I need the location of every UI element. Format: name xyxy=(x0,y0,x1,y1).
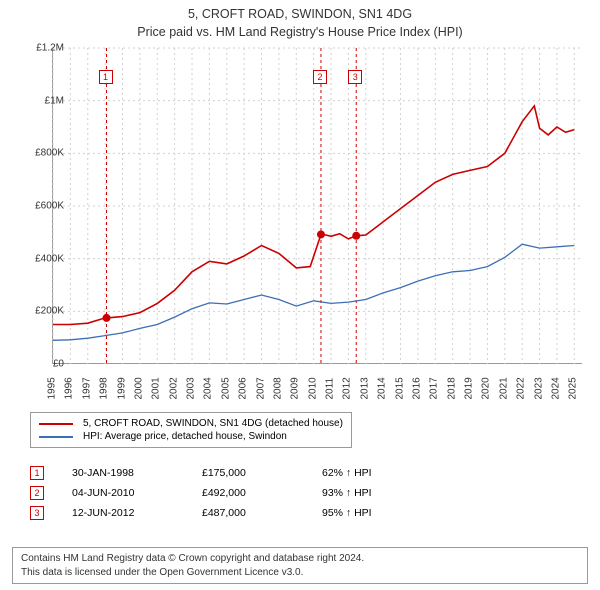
legend-item-price: 5, CROFT ROAD, SWINDON, SN1 4DG (detache… xyxy=(39,417,343,430)
x-tick-label: 2001 xyxy=(151,376,162,400)
x-tick-label: 2017 xyxy=(429,376,440,400)
legend-swatch-price xyxy=(39,423,73,425)
x-tick-label: 2021 xyxy=(498,376,509,400)
x-tick-label: 2020 xyxy=(481,376,492,400)
x-tick-label: 2014 xyxy=(377,376,388,400)
footer-line1: Contains HM Land Registry data © Crown c… xyxy=(21,552,579,566)
sale-marker-num: 1 xyxy=(30,466,44,480)
x-tick-label: 2023 xyxy=(533,376,544,400)
sale-price: £175,000 xyxy=(202,467,322,479)
x-tick-label: 2005 xyxy=(220,376,231,400)
legend-item-hpi: HPI: Average price, detached house, Swin… xyxy=(39,430,343,443)
sale-date: 04-JUN-2010 xyxy=(72,487,202,499)
x-tick-label: 2022 xyxy=(516,376,527,400)
x-tick-label: 2006 xyxy=(238,376,249,400)
x-tick-label: 2003 xyxy=(186,376,197,400)
chart-svg xyxy=(53,48,583,364)
legend-swatch-hpi xyxy=(39,436,73,438)
legend-label-price: 5, CROFT ROAD, SWINDON, SN1 4DG (detache… xyxy=(83,418,343,429)
x-tick-label: 2002 xyxy=(168,376,179,400)
x-tick-label: 2000 xyxy=(133,376,144,400)
x-tick-label: 2019 xyxy=(464,376,475,400)
x-tick-label: 2012 xyxy=(342,376,353,400)
y-tick-label: £600K xyxy=(35,201,64,212)
y-tick-label: £1.2M xyxy=(36,43,64,54)
x-tick-label: 1995 xyxy=(47,376,58,400)
sale-hpi: 93% ↑ HPI xyxy=(322,487,372,499)
sale-hpi: 95% ↑ HPI xyxy=(322,507,372,519)
sale-marker-flag: 2 xyxy=(313,70,327,84)
y-tick-label: £200K xyxy=(35,306,64,317)
x-tick-label: 2009 xyxy=(290,376,301,400)
y-tick-label: £0 xyxy=(53,359,64,370)
sale-row: 3 12-JUN-2012 £487,000 95% ↑ HPI xyxy=(30,506,372,520)
chart-container: 5, CROFT ROAD, SWINDON, SN1 4DG Price pa… xyxy=(0,0,600,590)
legend: 5, CROFT ROAD, SWINDON, SN1 4DG (detache… xyxy=(30,412,352,448)
legend-label-hpi: HPI: Average price, detached house, Swin… xyxy=(83,431,287,442)
x-tick-label: 2010 xyxy=(307,376,318,400)
x-tick-label: 2025 xyxy=(568,376,579,400)
sale-price: £492,000 xyxy=(202,487,322,499)
x-tick-label: 2004 xyxy=(203,376,214,400)
title-subtitle: Price paid vs. HM Land Registry's House … xyxy=(0,24,600,42)
sale-date: 12-JUN-2012 xyxy=(72,507,202,519)
x-tick-label: 2018 xyxy=(446,376,457,400)
sale-price: £487,000 xyxy=(202,507,322,519)
x-tick-label: 2008 xyxy=(272,376,283,400)
x-tick-label: 2015 xyxy=(394,376,405,400)
sale-marker-flag: 1 xyxy=(99,70,113,84)
footer-attribution: Contains HM Land Registry data © Crown c… xyxy=(12,547,588,584)
sale-marker-flag: 3 xyxy=(348,70,362,84)
y-tick-label: £400K xyxy=(35,253,64,264)
x-tick-label: 2013 xyxy=(359,376,370,400)
sale-row: 2 04-JUN-2010 £492,000 93% ↑ HPI xyxy=(30,486,372,500)
x-tick-label: 2016 xyxy=(411,376,422,400)
x-tick-label: 2007 xyxy=(255,376,266,400)
y-tick-label: £800K xyxy=(35,148,64,159)
sales-table: 1 30-JAN-1998 £175,000 62% ↑ HPI 2 04-JU… xyxy=(30,460,372,526)
sale-hpi: 62% ↑ HPI xyxy=(322,467,372,479)
sale-marker-num: 2 xyxy=(30,486,44,500)
sale-marker-num: 3 xyxy=(30,506,44,520)
x-tick-label: 1999 xyxy=(116,376,127,400)
y-tick-label: £1M xyxy=(45,95,64,106)
sale-date: 30-JAN-1998 xyxy=(72,467,202,479)
x-tick-label: 2011 xyxy=(325,376,336,400)
chart-plot-area xyxy=(52,48,582,364)
sale-row: 1 30-JAN-1998 £175,000 62% ↑ HPI xyxy=(30,466,372,480)
title-block: 5, CROFT ROAD, SWINDON, SN1 4DG Price pa… xyxy=(0,0,600,45)
x-tick-label: 1998 xyxy=(99,376,110,400)
x-tick-label: 2024 xyxy=(550,376,561,400)
title-address: 5, CROFT ROAD, SWINDON, SN1 4DG xyxy=(0,6,600,24)
x-tick-label: 1996 xyxy=(64,376,75,400)
x-tick-label: 1997 xyxy=(81,376,92,400)
footer-line2: This data is licensed under the Open Gov… xyxy=(21,566,579,580)
